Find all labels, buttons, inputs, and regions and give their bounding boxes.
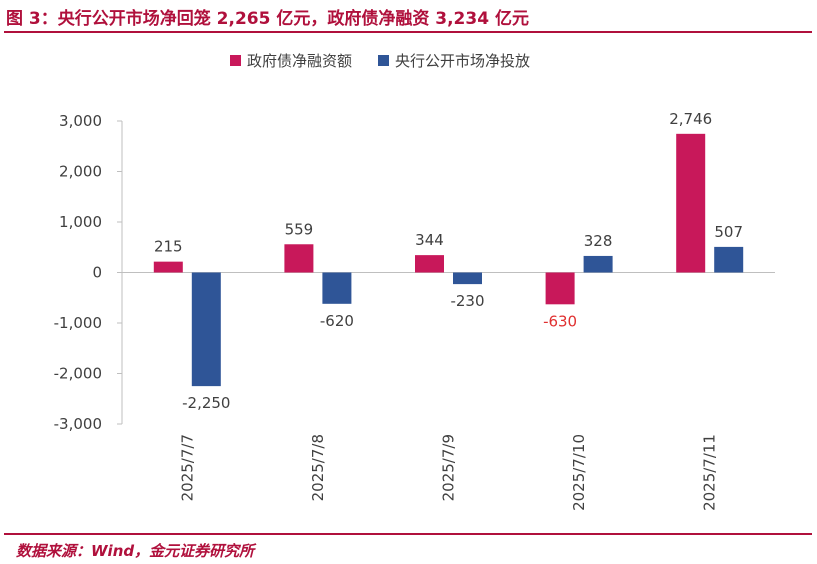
y-tick-label: 1,000	[59, 213, 102, 231]
x-category-label: 2025/7/8	[309, 434, 327, 501]
bar-series-2	[191, 272, 221, 387]
data-label-series-2: -230	[450, 292, 484, 310]
figure-title: 图 3：央行公开市场净回笼 2,265 亿元，政府债净融资 3,234 亿元	[6, 9, 529, 29]
bar-series-2	[714, 246, 744, 273]
source-note: 数据来源：Wind，金元证券研究所	[16, 542, 255, 560]
data-label-series-2: -620	[320, 312, 354, 330]
bar-series-1	[545, 272, 575, 305]
x-category-label: 2025/7/7	[178, 434, 196, 501]
y-tick-label: 0	[92, 264, 102, 282]
bar-series-2	[322, 272, 352, 304]
bar-series-1	[284, 244, 314, 273]
data-label-series-1: 2,746	[669, 110, 712, 128]
data-label-series-1: 344	[415, 231, 444, 249]
footer-rule	[4, 533, 812, 535]
data-label-series-1: 559	[285, 220, 314, 238]
bar-series-2	[583, 255, 613, 273]
y-tick-label: 2,000	[59, 163, 102, 181]
legend-label-series-2: 央行公开市场净投放	[395, 52, 531, 70]
legend-swatch-series-1	[230, 55, 241, 66]
y-tick-label: -1,000	[54, 314, 102, 332]
data-label-series-2: 507	[714, 223, 743, 241]
data-label-series-2: 328	[584, 232, 613, 250]
bar-series-1	[676, 133, 706, 273]
chart-legend: 政府债净融资额 央行公开市场净投放	[230, 50, 530, 71]
x-category-label: 2025/7/9	[440, 434, 458, 501]
x-category-label: 2025/7/10	[570, 434, 588, 511]
data-label-series-1: -630	[543, 312, 577, 330]
legend-item-series-1: 政府债净融资额	[230, 50, 352, 71]
legend-label-series-1: 政府债净融资额	[247, 52, 353, 70]
legend-swatch-series-2	[378, 55, 390, 66]
y-tick-label: -3,000	[54, 415, 102, 433]
title-rule	[4, 31, 812, 33]
data-label-series-2: -2,250	[182, 394, 230, 412]
legend-item-series-2: 央行公开市场净投放	[378, 50, 530, 71]
y-tick-label: -2,000	[54, 365, 102, 383]
y-tick-label: 3,000	[59, 112, 102, 130]
x-category-label: 2025/7/11	[701, 434, 719, 511]
bar-series-2	[453, 272, 482, 285]
data-label-series-1: 215	[154, 238, 183, 256]
bar-series-1	[415, 255, 444, 273]
bar-series-1	[153, 261, 183, 273]
